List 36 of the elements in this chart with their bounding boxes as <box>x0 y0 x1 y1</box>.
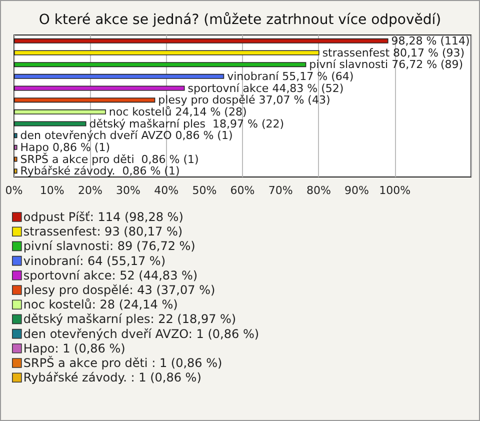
x-tick-label: 90% <box>344 184 369 197</box>
data-label: strassenfest 80,17 % (93) <box>322 46 465 60</box>
data-label: sportovní akce 44,83 % (52) <box>188 82 344 95</box>
chart-title: O které akce se jedná? (můžete zatrhnout více odpovědí) <box>38 12 442 28</box>
x-tick-label: 50% <box>192 184 217 197</box>
x-tick-label: 40% <box>154 184 179 197</box>
data-label: noc kostelů 24,14 % (28) <box>108 105 247 118</box>
legend-label: pivní slavnosti: 89 (76,72 %) <box>23 239 196 254</box>
data-label: Hapo 0,86 % (1) <box>20 140 110 154</box>
data-label: SRPŠ a akce pro děti 0,86 % (1) <box>20 152 199 166</box>
data-label: vinobraní 55,17 % (64) <box>227 70 354 83</box>
x-tick-label: 100% <box>379 184 411 197</box>
legend-label: Rybářské závody. : 1 (0,86 %) <box>23 370 202 385</box>
legend-label: SRPŠ a akce pro děti : 1 (0,86 %) <box>23 355 222 370</box>
x-tick-label: 30% <box>116 184 140 197</box>
x-tick-label: 0% <box>5 184 23 197</box>
x-tick-label: 20% <box>78 184 102 197</box>
legend-label: noc kostelů: 28 (24,14 %) <box>23 298 178 312</box>
legend-label: vinobraní: 64 (55,17 %) <box>23 254 166 268</box>
legend-label: sportovní akce: 52 (44,83 %) <box>23 268 198 282</box>
legend-label: Hapo: 1 (0,86 %) <box>23 341 126 356</box>
data-label: 98,28 % (114) <box>391 34 470 48</box>
x-tick-label: 10% <box>40 184 64 197</box>
x-tick-label: 80% <box>306 184 331 197</box>
legend-label: dětský maškarní ples: 22 (18,97 %) <box>23 312 236 326</box>
data-label: plesy pro dospělé 37,07 % (43) <box>158 94 330 107</box>
legend-label: strassenfest: 93 (80,17 %) <box>23 224 183 239</box>
data-label: Rybářské závody. 0,86 % (1) <box>20 164 180 178</box>
legend-label: plesy pro dospělé: 43 (37,07 %) <box>23 283 216 297</box>
x-tick-label: 60% <box>230 184 255 197</box>
data-label: den otevřených dveří AVZO 0,86 % (1) <box>20 129 233 142</box>
x-tick-label: 70% <box>268 184 293 197</box>
legend-label: den otevřených dveří AVZO: 1 (0,86 %) <box>23 326 260 341</box>
data-label: dětský maškarní ples 18,97 % (22) <box>89 117 284 130</box>
data-label: pivní slavnosti 76,72 % (89) <box>309 58 464 72</box>
legend-label: odpust Píšť: 114 (98,28 %) <box>23 210 184 224</box>
